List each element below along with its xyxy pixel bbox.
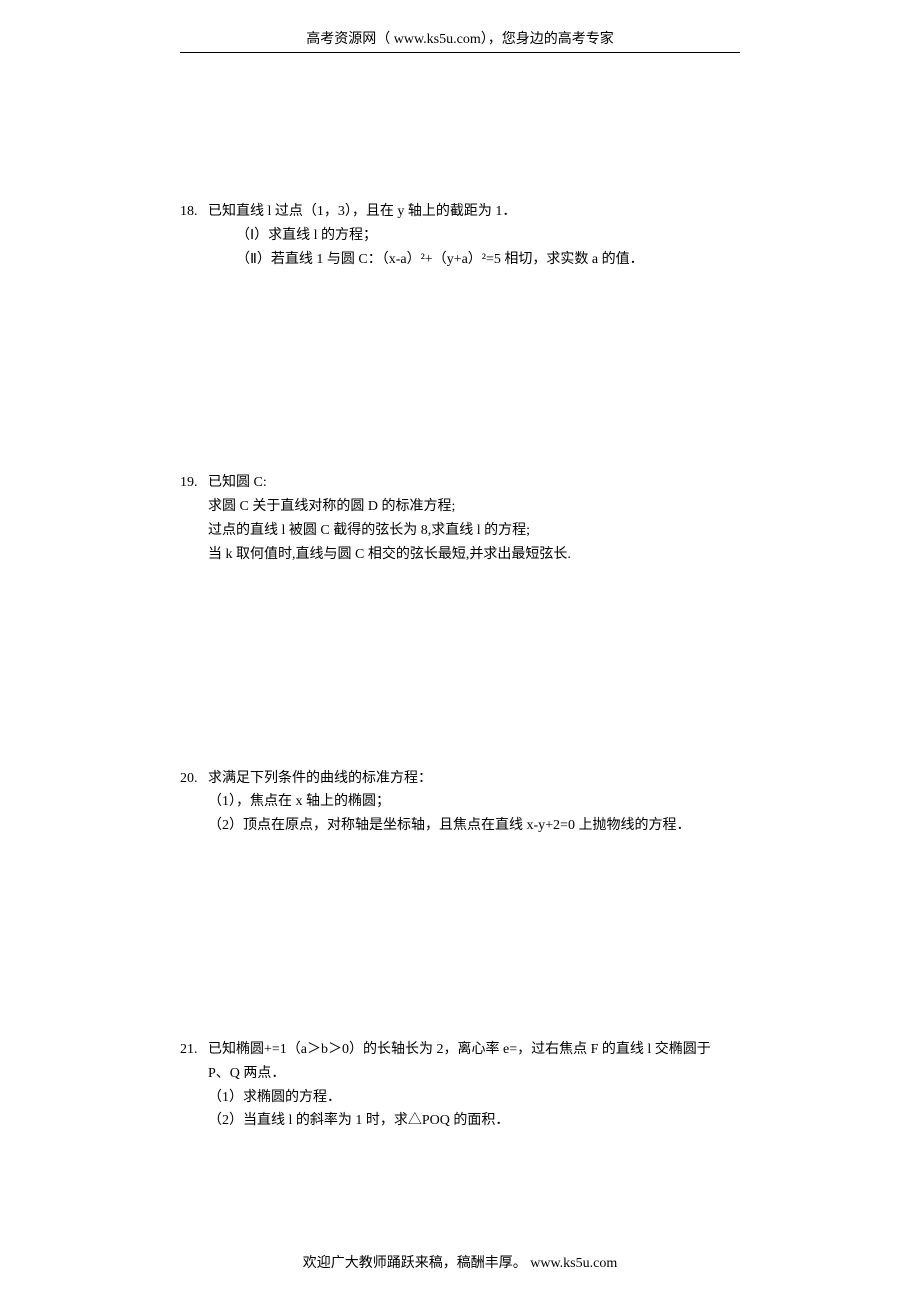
question-line: （Ⅰ）求直线 l 的方程； (208, 224, 728, 248)
question-line: （1），焦点在 x 轴上的椭圆； (208, 790, 728, 814)
page-footer: 欢迎广大教师踊跃来稿，稿酬丰厚。 www.ks5u.com (0, 1252, 920, 1272)
question-body: 已知圆 C: 求圆 C 关于直线对称的圆 D 的标准方程; 过点的直线 l 被圆… (208, 471, 728, 566)
question-line: （1）求椭圆的方程． (208, 1086, 728, 1110)
question-line: （Ⅱ）若直线 1 与圆 C：（x-a）²+（y+a）²=5 相切，求实数 a 的… (208, 248, 728, 272)
question-18: 18. 已知直线 l 过点（1，3），且在 y 轴上的截距为 1． （Ⅰ）求直线… (180, 200, 740, 271)
question-body: 已知椭圆+=1（a＞b＞0）的长轴长为 2，离心率 e=，过右焦点 F 的直线 … (208, 1038, 728, 1133)
question-body: 已知直线 l 过点（1，3），且在 y 轴上的截距为 1． （Ⅰ）求直线 l 的… (208, 200, 728, 271)
footer-text: 欢迎广大教师踊跃来稿，稿酬丰厚。 www.ks5u.com (303, 1256, 617, 1271)
question-line: 已知圆 C: (208, 471, 728, 495)
question-line: 当 k 取何值时,直线与圆 C 相交的弦长最短,并求出最短弦长. (208, 543, 728, 567)
question-number: 21. (180, 1038, 208, 1062)
question-line: 求满足下列条件的曲线的标准方程： (208, 767, 728, 791)
question-line: （2）当直线 l 的斜率为 1 时，求△POQ 的面积． (208, 1109, 728, 1133)
page-header: 高考资源网（ www.ks5u.com），您身边的高考专家 (0, 28, 920, 48)
question-20: 20. 求满足下列条件的曲线的标准方程： （1），焦点在 x 轴上的椭圆； （2… (180, 767, 740, 838)
document-page: 高考资源网（ www.ks5u.com），您身边的高考专家 18. 已知直线 l… (0, 0, 920, 1302)
spacer (180, 271, 740, 471)
header-text: 高考资源网（ www.ks5u.com），您身边的高考专家 (306, 32, 613, 47)
question-21: 21. 已知椭圆+=1（a＞b＞0）的长轴长为 2，离心率 e=，过右焦点 F … (180, 1038, 740, 1133)
question-number: 20. (180, 767, 208, 791)
question-line: 已知椭圆+=1（a＞b＞0）的长轴长为 2，离心率 e=，过右焦点 F 的直线 … (208, 1038, 728, 1086)
page-content: 18. 已知直线 l 过点（1，3），且在 y 轴上的截距为 1． （Ⅰ）求直线… (180, 60, 740, 1133)
question-line: 过点的直线 l 被圆 C 截得的弦长为 8,求直线 l 的方程; (208, 519, 728, 543)
question-number: 19. (180, 471, 208, 495)
header-rule (180, 52, 740, 53)
question-line: 已知直线 l 过点（1，3），且在 y 轴上的截距为 1． (208, 200, 728, 224)
spacer (180, 838, 740, 1038)
question-line: 求圆 C 关于直线对称的圆 D 的标准方程; (208, 495, 728, 519)
spacer (180, 60, 740, 200)
question-body: 求满足下列条件的曲线的标准方程： （1），焦点在 x 轴上的椭圆； （2）顶点在… (208, 767, 728, 838)
question-line: （2）顶点在原点，对称轴是坐标轴，且焦点在直线 x-y+2=0 上抛物线的方程． (208, 814, 728, 838)
question-19: 19. 已知圆 C: 求圆 C 关于直线对称的圆 D 的标准方程; 过点的直线 … (180, 471, 740, 566)
question-number: 18. (180, 200, 208, 224)
spacer (180, 567, 740, 767)
